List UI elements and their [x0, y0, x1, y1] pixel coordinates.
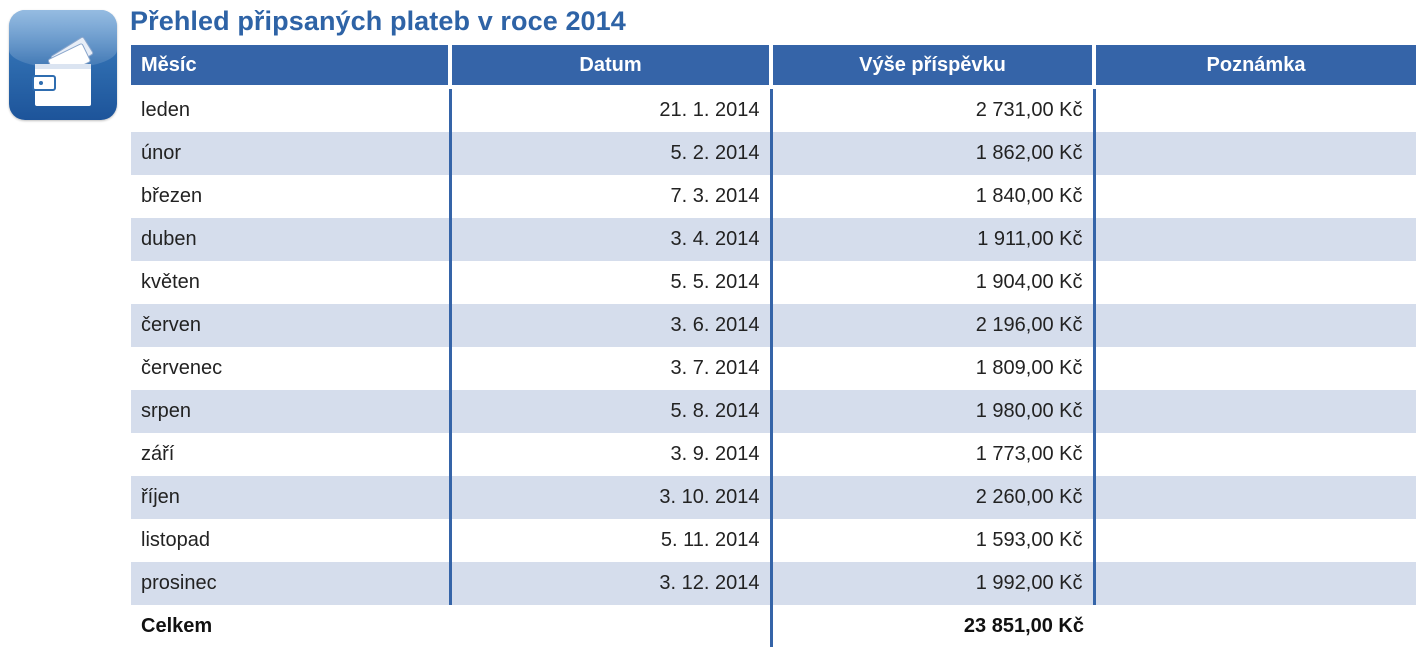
note-cell	[1092, 433, 1416, 476]
month-cell: leden	[141, 99, 190, 121]
note-cell	[1092, 304, 1416, 347]
note-cell	[1092, 476, 1416, 519]
note-cell	[1092, 132, 1416, 175]
amount-cell: 1 992,00 Kč	[769, 562, 1094, 605]
payments-table: Měsíc Datum Výše příspěvku Poznámka lede…	[131, 45, 1416, 647]
date-cell: 21. 1. 2014	[448, 87, 771, 132]
month-cell: únor	[131, 132, 450, 175]
note-cell	[1092, 175, 1416, 218]
wallet-glyph	[32, 36, 94, 106]
date-cell: 5. 11. 2014	[448, 519, 771, 562]
table-row: březen 7. 3. 2014 1 840,00 Kč	[131, 175, 1416, 218]
month-cell: červenec	[141, 357, 223, 379]
month-cell: duben	[131, 218, 450, 261]
table-row: duben 3. 4. 2014 1 911,00 Kč	[131, 218, 1416, 261]
month-cell: říjen	[131, 476, 450, 519]
date-cell: 3. 7. 2014	[448, 347, 771, 390]
note-cell	[1092, 562, 1416, 605]
amount-cell: 1 773,00 Kč	[769, 433, 1094, 476]
table-row: prosinec 3. 12. 2014 1 992,00 Kč	[131, 562, 1416, 605]
date-cell: 3. 9. 2014	[448, 433, 771, 476]
month-cell: březen	[141, 185, 203, 207]
date-cell: 3. 4. 2014	[448, 218, 771, 261]
note-cell	[1092, 261, 1416, 304]
date-cell: 5. 8. 2014	[448, 390, 771, 433]
date-cell: 3. 10. 2014	[448, 476, 771, 519]
amount-cell: 1 980,00 Kč	[769, 390, 1094, 433]
table-row: listopad 5. 11. 2014 1 593,00 Kč	[131, 519, 1416, 562]
date-cell: 3. 12. 2014	[448, 562, 771, 605]
date-cell: 5. 5. 2014	[448, 261, 771, 304]
month-cell: srpen	[131, 390, 450, 433]
total-row: Celkem 23 851,00 Kč	[131, 605, 1416, 647]
total-amount: 23 851,00 Kč	[769, 605, 1094, 647]
wallet-icon	[9, 10, 117, 120]
note-cell	[1092, 218, 1416, 261]
date-cell: 3. 6. 2014	[448, 304, 771, 347]
total-empty-cell	[450, 605, 771, 647]
month-cell: prosinec	[131, 562, 450, 605]
month-cell: listopad	[141, 529, 210, 551]
amount-cell: 1 904,00 Kč	[769, 261, 1094, 304]
amount-cell: 2 260,00 Kč	[769, 476, 1094, 519]
amount-cell: 1 593,00 Kč	[769, 519, 1094, 562]
amount-cell: 1 911,00 Kč	[769, 218, 1094, 261]
page-title: Přehled připsaných plateb v roce 2014	[130, 6, 626, 36]
column-header-date: Datum	[448, 45, 771, 87]
amount-cell: 2 731,00 Kč	[769, 87, 1094, 132]
note-cell	[1092, 87, 1416, 132]
date-cell: 5. 2. 2014	[448, 132, 771, 175]
amount-cell: 1 809,00 Kč	[769, 347, 1094, 390]
total-empty-cell	[1094, 605, 1416, 647]
note-cell	[1092, 519, 1416, 562]
month-cell: září	[141, 443, 175, 465]
total-label: Celkem	[131, 605, 450, 647]
table-row: červenec 3. 7. 2014 1 809,00 Kč	[131, 347, 1416, 390]
table-row: únor 5. 2. 2014 1 862,00 Kč	[131, 132, 1416, 175]
table-row: květen 5. 5. 2014 1 904,00 Kč	[131, 261, 1416, 304]
month-cell: červen	[131, 304, 450, 347]
table-header-row: Měsíc Datum Výše příspěvku Poznámka	[131, 45, 1416, 87]
note-cell	[1092, 347, 1416, 390]
amount-cell: 1 862,00 Kč	[769, 132, 1094, 175]
table-row: leden 21. 1. 2014 2 731,00 Kč	[131, 87, 1416, 132]
amount-cell: 2 196,00 Kč	[769, 304, 1094, 347]
table-row: září 3. 9. 2014 1 773,00 Kč	[131, 433, 1416, 476]
column-header-month: Měsíc	[131, 45, 450, 87]
column-header-note: Poznámka	[1092, 45, 1416, 87]
month-cell: květen	[141, 271, 200, 293]
note-cell	[1092, 390, 1416, 433]
table-row: červen 3. 6. 2014 2 196,00 Kč	[131, 304, 1416, 347]
column-header-amount: Výše příspěvku	[769, 45, 1094, 87]
amount-cell: 1 840,00 Kč	[769, 175, 1094, 218]
table-row: srpen 5. 8. 2014 1 980,00 Kč	[131, 390, 1416, 433]
table-row: říjen 3. 10. 2014 2 260,00 Kč	[131, 476, 1416, 519]
date-cell: 7. 3. 2014	[448, 175, 771, 218]
